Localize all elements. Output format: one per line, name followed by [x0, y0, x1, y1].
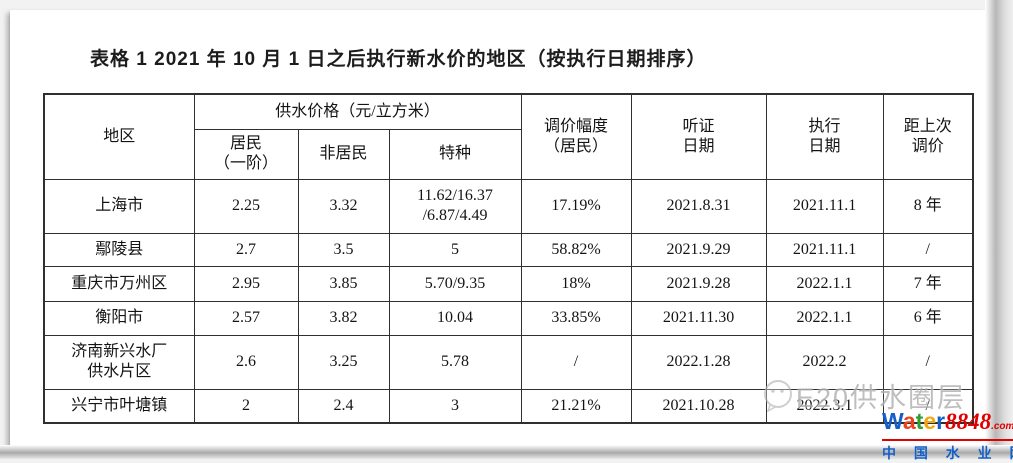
water-price-table: 地区 供水价格（元/立方米） 调价幅度 （居民） 听证 日期 执行 日期 距上次… — [43, 93, 975, 424]
cell-adjustment: 33.85% — [520, 300, 632, 336]
cell-non-resident-price: 3.82 — [297, 300, 390, 336]
cell-since-last: / — [882, 334, 974, 390]
cell-hearing-date: 2021.11.30 — [630, 300, 767, 336]
header-region: 地区 — [43, 93, 195, 180]
page-edge-shade-right — [985, 0, 1013, 459]
cell-adjustment: 58.82% — [520, 232, 632, 267]
cell-resident-price: 2 — [193, 388, 299, 424]
header-non-resident: 非居民 — [297, 128, 390, 180]
cell-effective-date: 2022.1.1 — [765, 300, 884, 336]
header-row-2: 居民 （一阶） 非居民 特种 — [44, 128, 973, 180]
cell-adjustment: / — [520, 334, 632, 390]
table-title: 表格 1 2021 年 10 月 1 日之后执行新水价的地区（按执行日期排序） — [90, 49, 707, 70]
cell-non-resident-price: 3.25 — [297, 334, 390, 390]
cell-non-resident-price: 2.4 — [297, 388, 390, 424]
cell-resident-price: 2.7 — [193, 232, 299, 267]
cell-region: 上海市 — [43, 178, 195, 234]
cell-effective-date: 2022.2 — [765, 334, 884, 390]
cell-special-price: 5.70/9.35 — [388, 265, 522, 302]
cell-special-price: 3 — [388, 388, 522, 424]
cell-effective-date: 2022.3.1 — [765, 388, 884, 424]
header-hearing-date: 听证 日期 — [630, 93, 767, 180]
header-effective-date: 执行 日期 — [765, 93, 884, 180]
cell-region: 重庆市万州区 — [43, 265, 195, 302]
cell-hearing-date: 2021.9.28 — [630, 265, 767, 302]
cell-special-price: 11.62/16.37 /6.87/4.49 — [388, 178, 522, 234]
cell-since-last: 8 年 — [882, 178, 974, 234]
cell-non-resident-price: 3.32 — [297, 178, 390, 234]
cell-resident-price: 2.57 — [193, 300, 299, 336]
cell-adjustment: 17.19% — [520, 178, 632, 234]
cell-since-last: 6 年 — [882, 300, 974, 336]
cell-special-price: 10.04 — [388, 300, 522, 336]
cell-region: 兴宁市叶塘镇 — [43, 388, 195, 424]
document-page: 表格 1 2021 年 10 月 1 日之后执行新水价的地区（按执行日期排序） … — [10, 10, 1013, 461]
table-row: 兴宁市叶塘镇 2 2.4 3 21.21% 2021.10.28 2022.3.… — [43, 388, 974, 424]
cell-resident-price: 2.95 — [193, 265, 299, 302]
header-resident: 居民 （一阶） — [193, 128, 299, 180]
header-since-last: 距上次 调价 — [882, 93, 974, 180]
cell-resident-price: 2.6 — [193, 334, 299, 390]
cell-region: 衡阳市 — [43, 300, 195, 336]
page-edge-shade-bottom — [0, 445, 1013, 459]
cell-hearing-date: 2021.8.31 — [630, 178, 767, 234]
cell-resident-price: 2.25 — [193, 178, 299, 234]
table-row: 鄢陵县 2.7 3.5 5 58.82% 2021.9.29 2021.11.1… — [43, 232, 974, 267]
cell-region: 鄢陵县 — [43, 232, 195, 267]
cell-hearing-date: 2021.10.28 — [630, 388, 767, 424]
table-row: 重庆市万州区 2.95 3.85 5.70/9.35 18% 2021.9.28… — [43, 265, 974, 302]
cell-non-resident-price: 3.5 — [297, 232, 390, 267]
header-special: 特种 — [388, 128, 522, 180]
cell-since-last: 7 年 — [882, 265, 974, 302]
table-row: 衡阳市 2.57 3.82 10.04 33.85% 2021.11.30 20… — [43, 300, 974, 336]
table-row: 济南新兴水厂 供水片区 2.6 3.25 5.78 / 2022.1.28 20… — [43, 334, 974, 390]
cell-since-last: / — [882, 388, 974, 424]
cell-region: 济南新兴水厂 供水片区 — [43, 334, 195, 390]
cell-non-resident-price: 3.85 — [297, 265, 390, 302]
header-row-1: 地区 供水价格（元/立方米） 调价幅度 （居民） 听证 日期 执行 日期 距上次… — [43, 93, 974, 180]
header-price-group: 供水价格（元/立方米） — [193, 93, 522, 130]
cell-special-price: 5 — [388, 232, 522, 267]
cell-adjustment: 21.21% — [520, 388, 632, 424]
cell-adjustment: 18% — [520, 265, 632, 302]
cell-special-price: 5.78 — [388, 334, 522, 390]
cell-effective-date: 2021.11.1 — [765, 178, 884, 234]
cell-hearing-date: 2022.1.28 — [630, 334, 767, 390]
cell-since-last: / — [882, 232, 974, 267]
header-adjustment: 调价幅度 （居民） — [520, 93, 632, 180]
cell-effective-date: 2022.1.1 — [765, 265, 884, 302]
table-row: 上海市 2.25 3.32 11.62/16.37 /6.87/4.49 17.… — [43, 178, 974, 234]
cell-hearing-date: 2021.9.29 — [630, 232, 767, 267]
cell-effective-date: 2021.11.1 — [765, 232, 884, 267]
